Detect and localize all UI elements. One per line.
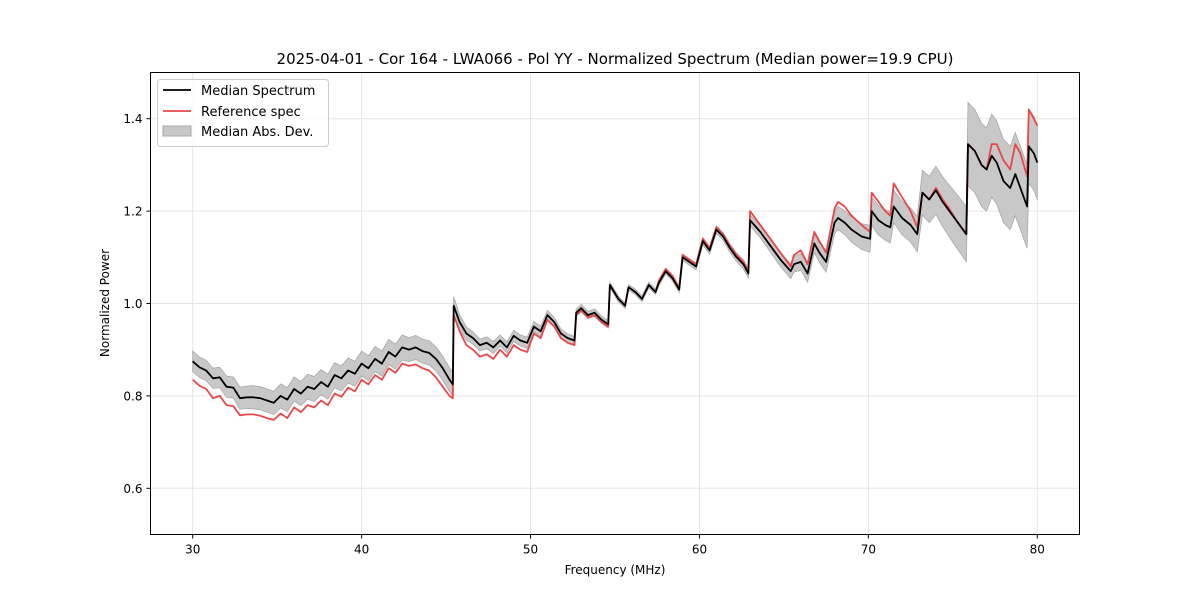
x-tick-label: 30 (185, 543, 200, 557)
legend-label-mad: Median Abs. Dev. (201, 125, 313, 140)
x-tick-label: 40 (354, 543, 369, 557)
y-axis-ticks: 0.6 0.8 1.0 1.2 1.4 (123, 112, 151, 496)
legend-label-median: Median Spectrum (201, 84, 315, 99)
y-tick-label: 1.4 (123, 112, 142, 126)
x-tick-label: 60 (692, 543, 707, 557)
y-tick-label: 0.8 (123, 389, 142, 403)
x-axis-ticks: 30 40 50 60 70 80 (185, 534, 1045, 557)
x-tick-label: 80 (1030, 543, 1045, 557)
x-tick-label: 50 (523, 543, 538, 557)
legend-swatch-mad (162, 125, 192, 137)
legend-label-reference: Reference spec (201, 105, 301, 120)
x-tick-label: 70 (861, 543, 876, 557)
series-lines (192, 108, 1039, 421)
chart-title: 2025-04-01 - Cor 164 - LWA066 - Pol YY -… (277, 50, 954, 68)
mad-band (192, 101, 1038, 415)
legend-box (157, 79, 329, 147)
x-axis-label: Frequency (MHz) (565, 563, 666, 577)
y-axis-label: Normalized Power (98, 249, 112, 357)
y-tick-label: 0.6 (123, 482, 142, 496)
y-tick-label: 1.2 (123, 205, 142, 219)
legend: Median Spectrum Reference spec Median Ab… (157, 79, 329, 147)
y-tick-label: 1.0 (123, 297, 142, 311)
median-spectrum-line (192, 143, 1039, 404)
mad-band-area (192, 101, 1038, 415)
